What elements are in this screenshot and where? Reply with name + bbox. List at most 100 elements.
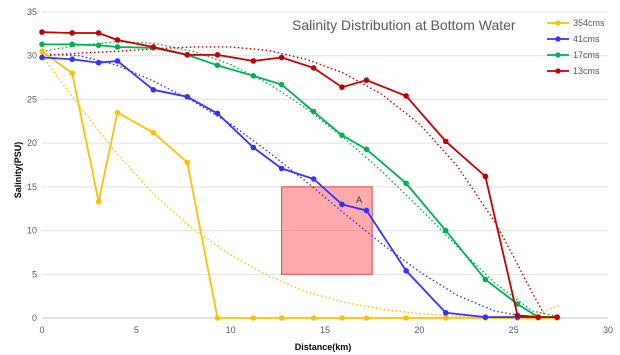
trendline-354cms	[41, 55, 562, 318]
data-point-17cms	[403, 180, 409, 187]
data-point-17cms	[250, 73, 257, 79]
data-point-17cms	[214, 62, 221, 69]
data-point-354cms	[250, 315, 257, 321]
data-point-354cms	[403, 315, 409, 321]
x-tick-label: 10	[226, 325, 236, 335]
data-point-13cms	[69, 30, 75, 36]
data-point-13cms	[554, 314, 560, 320]
y-tick-label: 35	[27, 7, 37, 17]
legend-label: 41cms	[573, 34, 600, 44]
data-point-41cms	[214, 110, 221, 117]
data-point-13cms	[39, 29, 45, 35]
y-tick-label: 5	[32, 269, 37, 279]
data-point-13cms	[214, 52, 221, 58]
data-point-13cms	[403, 93, 409, 99]
data-point-41cms	[114, 58, 121, 64]
y-axis-ticks: 0 5 10 15 20 25 30 35	[27, 7, 37, 323]
data-point-17cms	[95, 42, 102, 49]
data-point-13cms	[95, 30, 102, 36]
trendline-13cms	[41, 46, 545, 314]
data-point-41cms	[363, 207, 370, 214]
data-point-41cms	[339, 201, 345, 208]
y-tick-label: 0	[32, 313, 37, 323]
data-point-13cms	[114, 37, 121, 43]
x-tick-label: 5	[134, 325, 139, 335]
data-point-13cms	[278, 54, 285, 61]
data-point-17cms	[482, 276, 489, 283]
y-tick-label: 25	[27, 94, 37, 104]
chart-title: Salinity Distribution at Bottom Water	[292, 17, 516, 33]
x-tick-label: 30	[603, 325, 613, 335]
y-tick-label: 15	[27, 182, 37, 192]
x-tick-label: 20	[414, 325, 424, 335]
data-point-41cms	[442, 309, 449, 316]
data-point-13cms	[442, 138, 449, 145]
legend-label: 17cms	[573, 50, 600, 60]
x-tick-label: 0	[39, 325, 44, 335]
data-point-17cms	[339, 132, 345, 139]
data-point-41cms	[310, 176, 317, 182]
legend-marker	[555, 36, 561, 42]
series-line-41cms	[41, 56, 558, 319]
data-point-17cms	[278, 81, 285, 88]
data-point-354cms	[150, 129, 157, 136]
data-point-13cms	[184, 52, 191, 58]
annotation-box	[281, 186, 373, 275]
legend-marker	[555, 20, 561, 26]
trendline-41cms	[41, 53, 558, 319]
data-point-354cms	[363, 315, 370, 321]
y-tick-label: 20	[27, 138, 37, 148]
data-point-41cms	[95, 59, 102, 66]
data-point-354cms	[184, 159, 191, 166]
legend-marker	[555, 52, 561, 58]
data-point-41cms	[69, 56, 75, 63]
data-point-17cms	[442, 227, 449, 234]
data-point-13cms	[250, 58, 257, 64]
legend-label: 354cms	[573, 18, 605, 28]
data-point-13cms	[310, 65, 317, 71]
y-tick-label: 10	[27, 226, 37, 236]
legend-marker	[555, 68, 561, 74]
legend: 354cms 41cms 17cms 13cms	[547, 18, 605, 76]
data-point-354cms	[95, 198, 102, 205]
x-tick-label: 25	[509, 325, 519, 335]
series-line-354cms	[41, 50, 558, 319]
data-point-41cms	[278, 165, 285, 172]
data-point-354cms	[69, 70, 75, 76]
data-point-17cms	[39, 41, 45, 48]
trendline-17cms	[41, 41, 558, 317]
x-axis-title: Distance(km)	[295, 342, 352, 352]
data-point-17cms	[114, 44, 121, 50]
data-point-13cms	[339, 84, 345, 90]
data-point-41cms	[184, 94, 191, 100]
data-point-354cms	[310, 315, 317, 321]
data-point-354cms	[278, 315, 285, 321]
data-point-354cms	[442, 315, 449, 321]
data-point-41cms	[482, 314, 489, 320]
data-point-41cms	[250, 144, 257, 151]
series-layer	[39, 29, 560, 321]
data-point-354cms	[114, 109, 121, 116]
annotation-label: A	[356, 195, 362, 205]
y-tick-label: 30	[27, 51, 37, 61]
data-point-17cms	[69, 41, 75, 48]
data-point-41cms	[39, 54, 45, 61]
annotation-layer: A	[281, 186, 373, 275]
data-point-17cms	[363, 146, 370, 153]
x-axis-ticks: 0 5 10 15 20 25 30	[39, 325, 613, 335]
data-point-354cms	[214, 315, 221, 321]
x-tick-label: 15	[320, 325, 330, 335]
data-point-41cms	[150, 87, 157, 93]
data-point-354cms	[39, 48, 45, 55]
series-line-17cms	[42, 43, 558, 319]
data-point-13cms	[514, 312, 521, 319]
data-point-354cms	[339, 315, 345, 321]
data-point-13cms	[150, 44, 157, 50]
data-point-13cms	[363, 77, 370, 83]
legend-label: 13cms	[573, 66, 600, 76]
data-point-17cms	[310, 108, 317, 115]
series-line-13cms	[41, 31, 558, 319]
data-point-13cms	[482, 173, 489, 180]
y-axis-title: Salinity(PSU)	[13, 142, 23, 199]
